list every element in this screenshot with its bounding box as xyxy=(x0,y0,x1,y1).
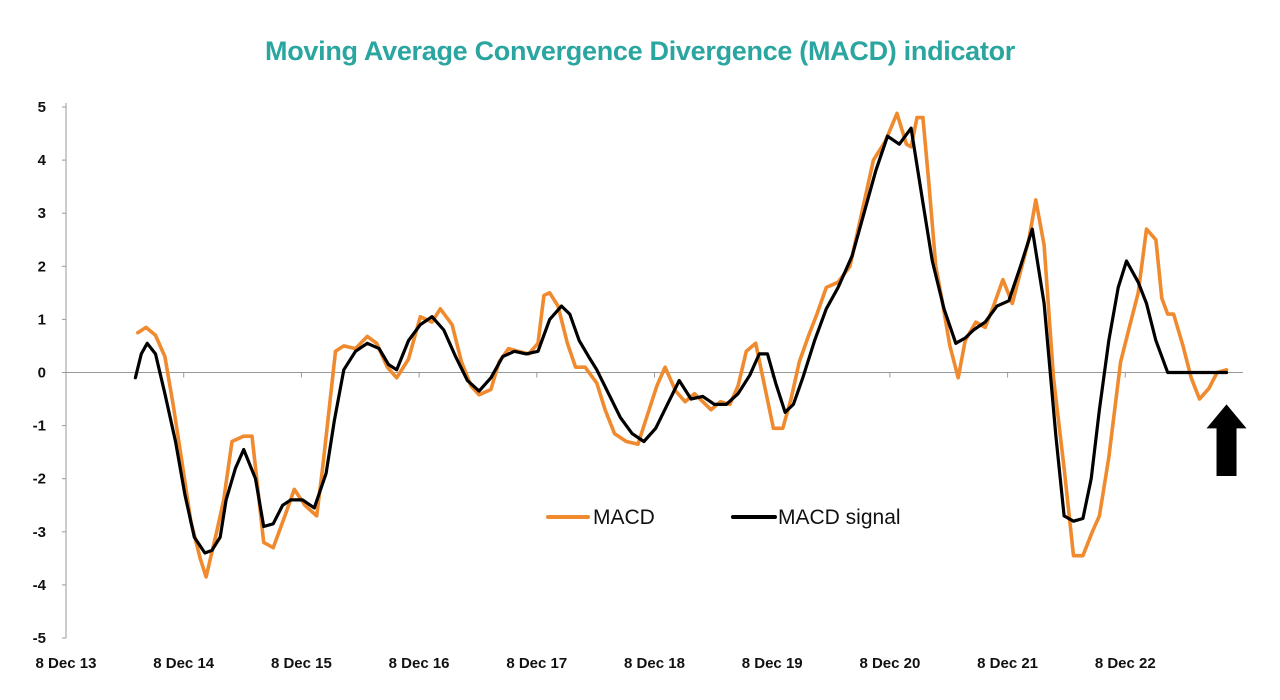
x-tick-label: 8 Dec 16 xyxy=(389,655,450,672)
annotation xyxy=(1206,404,1247,477)
x-tick-label: 8 Dec 13 xyxy=(36,655,97,672)
x-tick-label: 8 Dec 18 xyxy=(624,655,685,672)
up-arrow-icon xyxy=(1206,404,1247,477)
y-tick-label: -2 xyxy=(33,471,46,488)
y-axis: 5 4 3 2 1 0 -1 -2 -3 -4 -5 xyxy=(33,99,67,647)
legend: MACD MACD signal xyxy=(546,506,901,529)
x-tick-label: 8 Dec 20 xyxy=(859,655,920,672)
x-tick-label: 8 Dec 21 xyxy=(977,655,1038,672)
x-tick-label: 8 Dec 17 xyxy=(506,655,567,672)
y-tick-label: -5 xyxy=(33,630,46,647)
y-tick-label: 1 xyxy=(38,311,46,328)
legend-macd-signal: MACD signal xyxy=(731,506,901,529)
x-tick-label: 8 Dec 19 xyxy=(742,655,803,672)
y-tick-label: 5 xyxy=(38,99,46,116)
chart-title: Moving Average Convergence Divergence (M… xyxy=(265,36,1015,66)
x-tick-label: 8 Dec 14 xyxy=(153,655,215,672)
y-tick-label: -3 xyxy=(33,524,46,541)
legend-macd-signal-label: MACD signal xyxy=(778,506,901,529)
y-tick-label: -1 xyxy=(33,418,46,435)
y-tick-label: 4 xyxy=(38,152,47,169)
x-axis: 8 Dec 13 8 Dec 14 8 Dec 15 8 Dec 16 8 Dec 17… xyxy=(36,372,1243,672)
y-tick-label: 0 xyxy=(38,365,46,382)
series-lines xyxy=(133,111,1229,579)
x-tick-label: 8 Dec 15 xyxy=(271,655,332,672)
y-tick-label: -4 xyxy=(33,577,47,594)
legend-macd: MACD xyxy=(546,506,655,529)
macd-signal-line xyxy=(133,126,1229,555)
legend-macd-label: MACD xyxy=(593,506,655,529)
y-tick-label: 2 xyxy=(38,258,46,275)
x-tick-label: 8 Dec 22 xyxy=(1095,655,1156,672)
y-tick-label: 3 xyxy=(38,205,46,222)
